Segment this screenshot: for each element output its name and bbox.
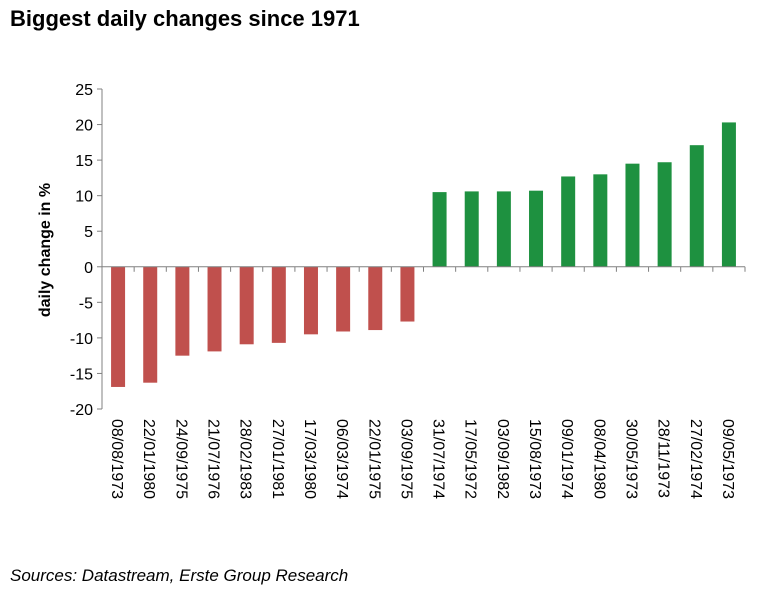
bar [111,266,126,387]
x-tick-label: 08/04/1980 [590,419,607,499]
bar [143,266,158,383]
x-tick-label: 22/01/1975 [365,419,382,499]
bar [529,190,544,267]
y-tick-label: 25 [75,82,93,99]
y-tick-label: 20 [75,118,93,135]
x-tick-label: 17/05/1972 [462,419,479,499]
bar [207,266,222,352]
y-tick-label: -10 [70,331,93,348]
bar [721,122,736,267]
bar [496,191,511,267]
bar [175,266,190,356]
bar [400,266,415,322]
x-tick-label: 22/01/1980 [140,419,157,499]
bar [561,176,576,267]
y-tick-label: 5 [84,224,93,241]
y-tick-label: 10 [75,189,93,206]
x-tick-label: 27/02/1974 [687,419,704,499]
x-tick-label: 31/07/1974 [430,419,447,499]
bar [432,192,447,267]
bar [336,266,351,332]
bar [625,163,640,267]
bar [464,191,479,267]
x-tick-label: 21/07/1976 [205,419,222,499]
bar [271,266,286,343]
x-tick-label: 30/05/1973 [622,419,639,499]
bar [593,174,608,267]
bar [657,162,672,267]
x-tick-label: 08/08/1973 [108,419,125,499]
x-tick-label: 28/02/1983 [237,419,254,499]
y-tick-label: -20 [70,402,93,419]
bar [239,266,254,345]
x-tick-label: 09/05/1973 [719,419,736,499]
x-tick-label: 17/03/1980 [301,419,318,499]
y-tick-label: 15 [75,153,93,170]
y-tick-label: -15 [70,366,93,383]
x-tick-label: 09/01/1974 [558,419,575,499]
x-tick-label: 27/01/1981 [269,419,286,499]
chart-title: Biggest daily changes since 1971 [10,6,360,31]
y-tick-label: 0 [84,260,93,277]
x-tick-label: 06/03/1974 [333,419,350,499]
x-tick-label: 15/08/1973 [526,419,543,499]
bar [689,145,704,267]
x-tick-label: 03/09/1975 [397,419,414,499]
x-tick-label: 24/09/1975 [172,419,189,499]
bar [303,266,318,335]
source-note: Sources: Datastream, Erste Group Researc… [10,566,349,585]
x-tick-label: 28/11/1973 [655,419,672,498]
bar [368,266,383,331]
x-tick-label: 03/09/1982 [494,419,511,499]
y-tick-label: -5 [79,295,93,312]
